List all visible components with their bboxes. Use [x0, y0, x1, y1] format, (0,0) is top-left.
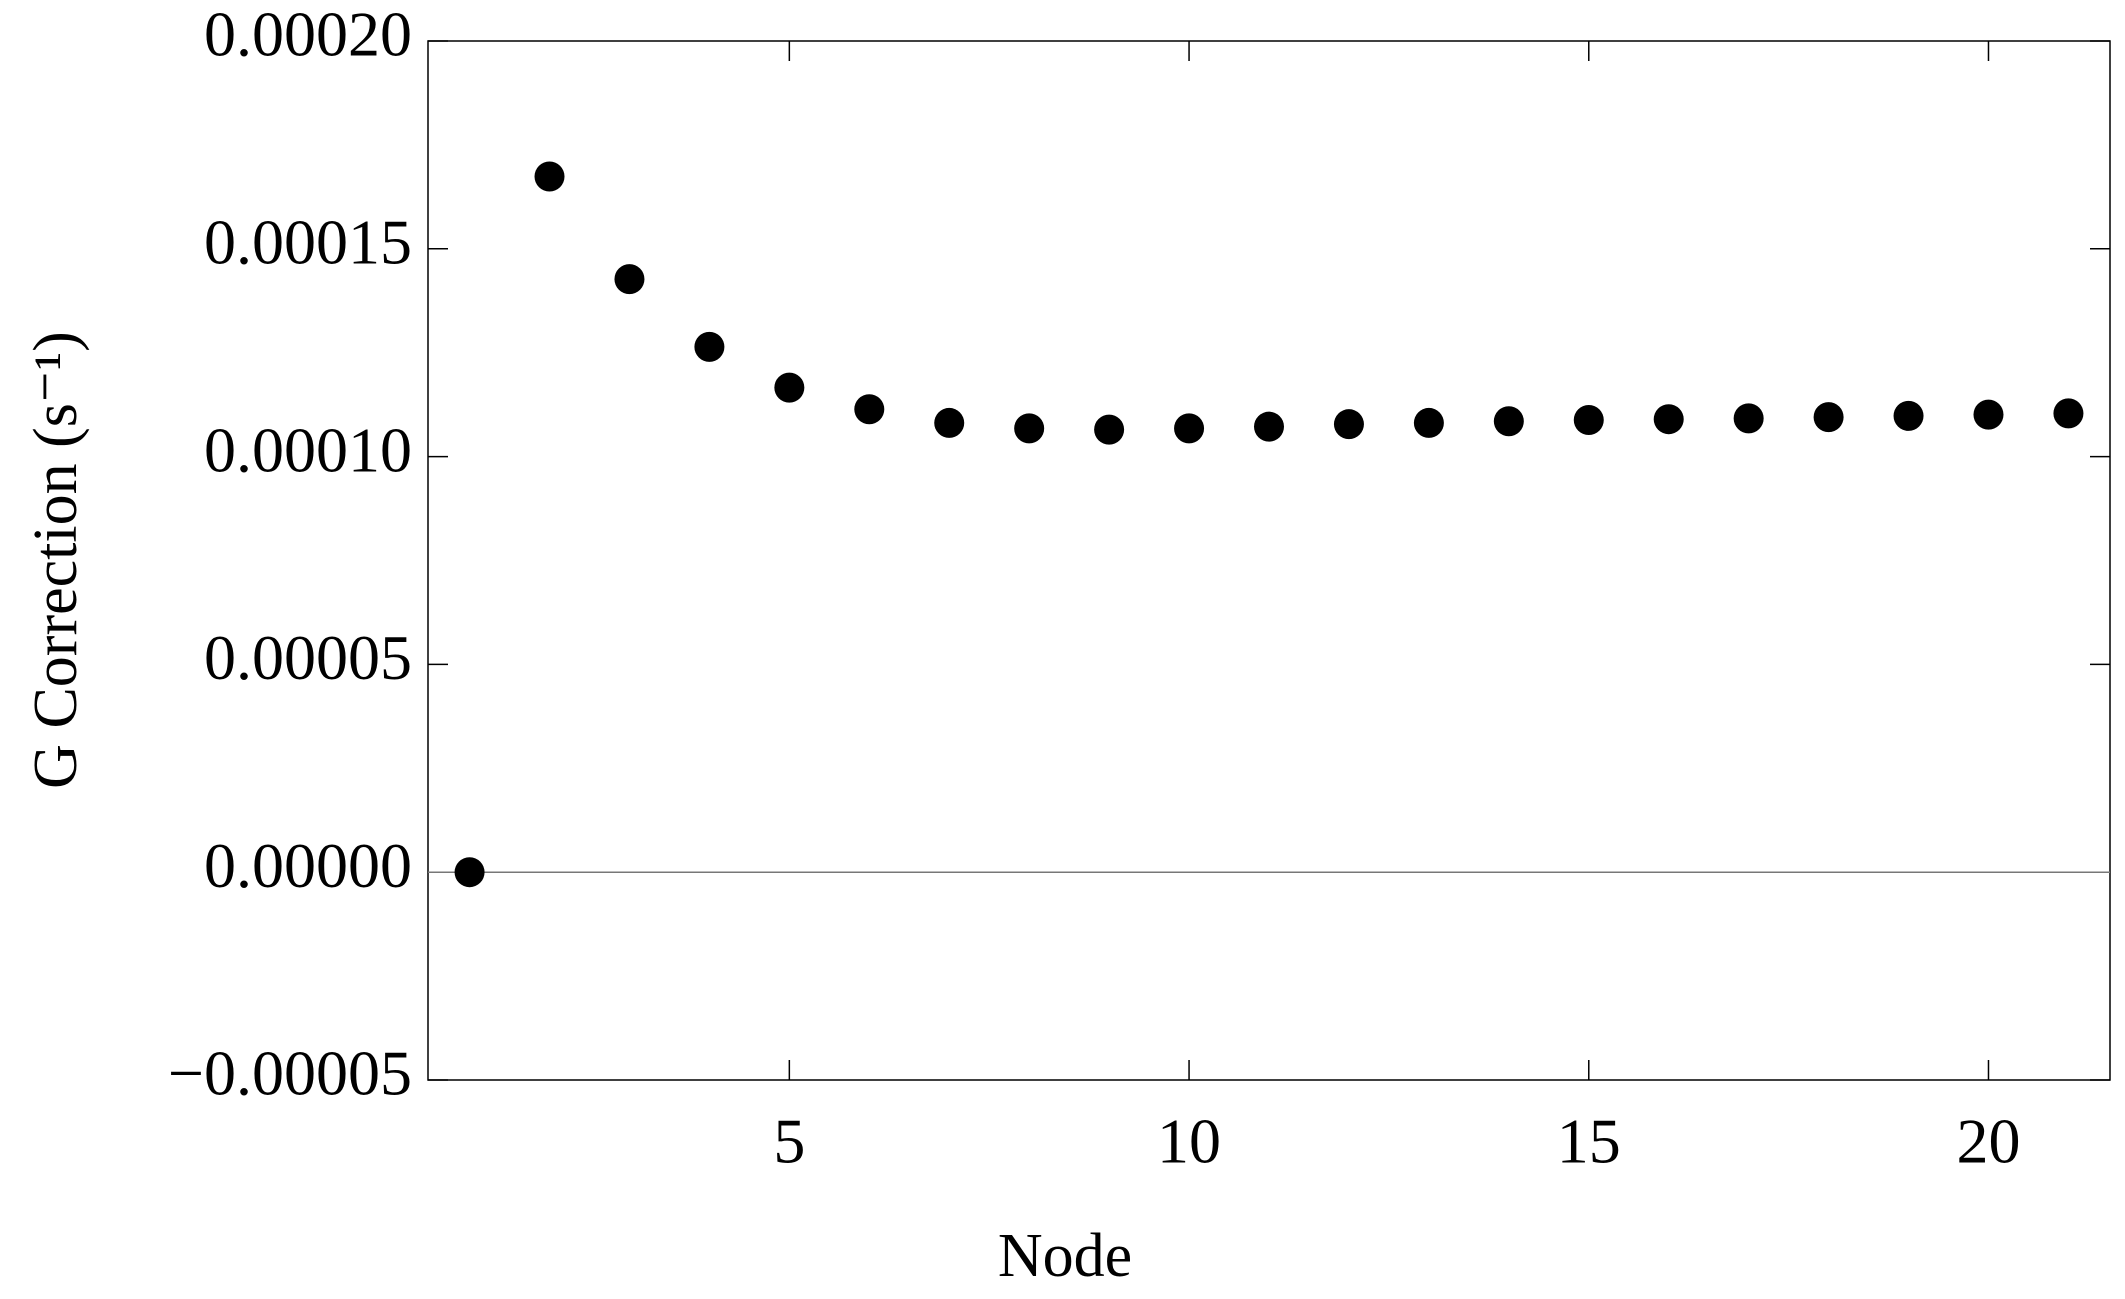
x-tick-label: 5 [773, 1106, 805, 1177]
y-axis-title: G Correction (s⁻¹) [22, 331, 90, 789]
point [1973, 399, 2004, 430]
y-tick-label: 0.00000 [204, 830, 412, 901]
point [1413, 407, 1444, 438]
point [1014, 413, 1045, 444]
point [1733, 403, 1764, 434]
plot-frame [427, 40, 2111, 1081]
point [454, 857, 485, 888]
point [1094, 414, 1125, 445]
point [1573, 405, 1604, 436]
x-tick-label: 10 [1157, 1106, 1221, 1177]
point [774, 372, 805, 403]
point [1333, 409, 1364, 440]
y-tick-label: 0.00010 [204, 414, 412, 485]
point [1174, 413, 1205, 444]
y-tick-label: 0.00015 [204, 206, 412, 277]
y-tick-label: 0.00005 [204, 622, 412, 693]
x-axis-title: Node [998, 1222, 1132, 1290]
y-tick-label: −0.00005 [168, 1038, 412, 1109]
point [854, 394, 885, 425]
point [694, 331, 725, 362]
point [2053, 398, 2084, 429]
point [1893, 400, 1924, 431]
x-tick-label: 20 [1956, 1106, 2020, 1177]
point [1493, 406, 1524, 437]
y-tick-label: 0.00020 [204, 0, 412, 70]
point [1254, 411, 1284, 442]
point [1813, 402, 1844, 433]
point [1653, 404, 1684, 435]
point [534, 161, 565, 192]
x-tick-label: 15 [1557, 1106, 1621, 1177]
point [614, 264, 645, 295]
point [934, 407, 965, 438]
